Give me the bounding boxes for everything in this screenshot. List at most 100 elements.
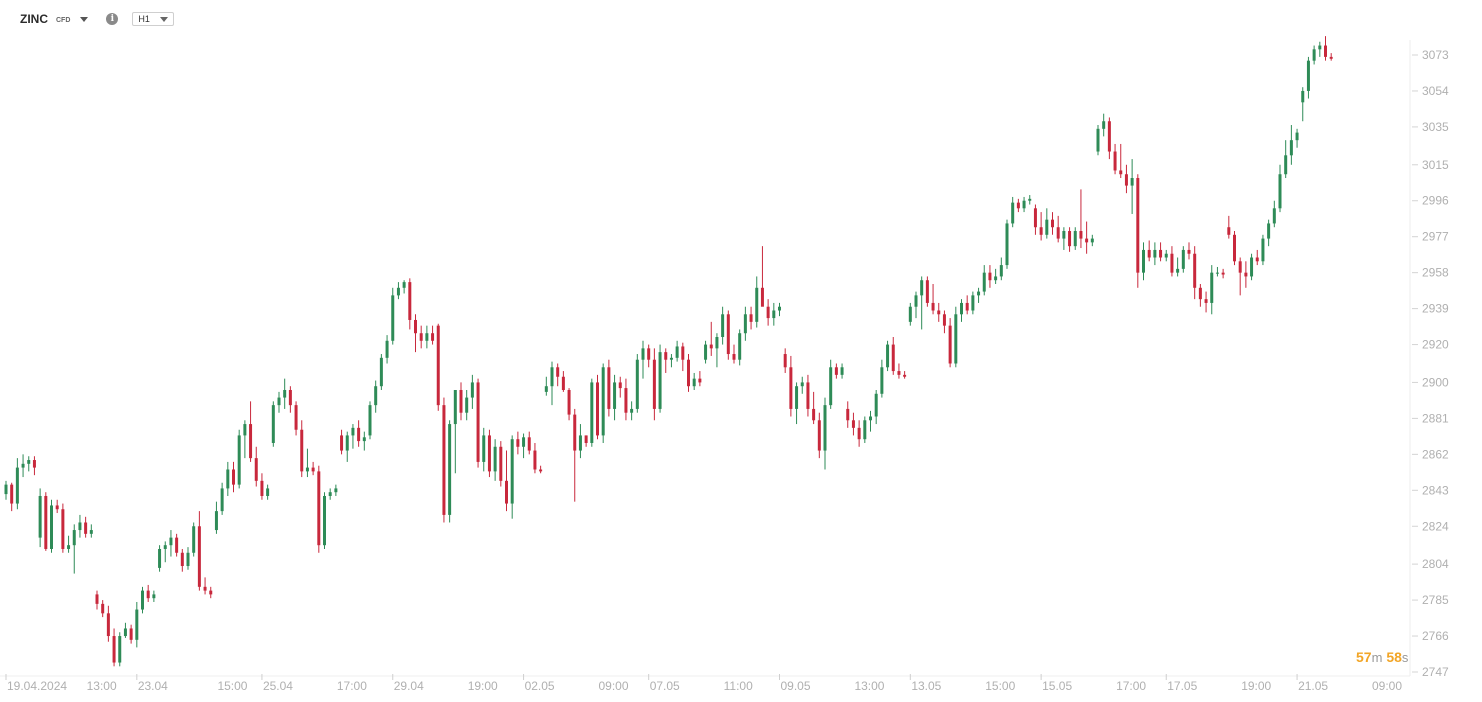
- candle-body: [385, 340, 389, 358]
- candle-body: [834, 367, 838, 375]
- candle-body: [1085, 238, 1089, 243]
- candle-body: [886, 344, 890, 368]
- candle-body: [288, 389, 292, 406]
- candle-body: [749, 314, 753, 322]
- candle-body: [254, 458, 258, 481]
- candle-body: [960, 302, 963, 315]
- x-tick-label: 15.05: [1042, 679, 1072, 693]
- x-tick-label: 21.05: [1298, 679, 1328, 693]
- candle-body: [578, 435, 582, 451]
- candle-body: [1028, 198, 1032, 201]
- candle-body: [1113, 151, 1117, 171]
- candle-body: [1011, 202, 1015, 224]
- candle-body: [624, 388, 628, 413]
- candle-body: [72, 530, 76, 546]
- candle-body: [237, 435, 241, 485]
- y-tick-label: 2977: [1422, 230, 1449, 244]
- candle-body: [675, 346, 679, 358]
- candle-body: [533, 450, 537, 470]
- y-tick-label: 2785: [1422, 593, 1449, 607]
- candle-body: [106, 613, 110, 637]
- candle-body: [567, 389, 571, 415]
- candle-body: [880, 367, 884, 394]
- candle-body: [175, 537, 179, 553]
- candle-body: [840, 367, 844, 375]
- candle-body: [846, 408, 850, 421]
- candle-body: [84, 522, 88, 534]
- candle-body: [146, 590, 150, 599]
- candle-body: [465, 397, 469, 413]
- candle-body: [1221, 272, 1225, 275]
- candle-body: [1301, 90, 1305, 103]
- candle-body: [197, 526, 201, 587]
- candle-body: [300, 429, 304, 472]
- candle-body: [857, 427, 861, 440]
- candle-body: [1238, 261, 1242, 273]
- candle-body: [21, 463, 25, 468]
- candle-body: [425, 333, 429, 341]
- y-tick-label: 2958: [1422, 266, 1449, 280]
- candle-body: [1090, 238, 1094, 243]
- x-tick-label: 09:00: [599, 679, 629, 693]
- candle-body: [630, 408, 634, 413]
- candle-body: [641, 348, 645, 360]
- symbol-name[interactable]: ZINC: [20, 12, 48, 26]
- candle-body: [869, 416, 872, 421]
- candle-body: [243, 424, 247, 436]
- candle-body: [44, 495, 48, 549]
- candle-body: [715, 337, 719, 349]
- candle-body: [658, 352, 662, 409]
- countdown-seconds: 58: [1386, 649, 1402, 665]
- candle-body: [152, 594, 156, 599]
- candle-body: [1215, 272, 1219, 274]
- candle-body: [1210, 272, 1214, 303]
- candle-body: [317, 471, 321, 546]
- x-tick-label: 07.05: [650, 679, 680, 693]
- symbol-dropdown-caret-icon[interactable]: [80, 16, 89, 22]
- candle-body: [1244, 272, 1248, 277]
- y-tick-label: 2939: [1422, 302, 1449, 316]
- candle-body: [1164, 253, 1168, 258]
- candle-body: [925, 280, 929, 303]
- candle-body: [1062, 231, 1066, 239]
- candle-body: [505, 480, 508, 504]
- y-tick-label: 2766: [1422, 629, 1449, 643]
- candle-body: [334, 488, 338, 493]
- candle-body: [669, 357, 673, 360]
- candle-body: [431, 333, 435, 341]
- candle-body: [158, 548, 162, 568]
- candle-body: [584, 435, 588, 443]
- candle-body: [1124, 174, 1128, 186]
- chart-toolbar: ZINC CFD i H1: [20, 10, 175, 28]
- candle-body: [1153, 249, 1157, 258]
- info-icon[interactable]: i: [106, 13, 119, 25]
- candle-body: [1051, 219, 1054, 228]
- candle-body: [1198, 287, 1202, 300]
- candle-body: [1107, 121, 1111, 152]
- y-tick-label: 2843: [1422, 483, 1449, 497]
- candle-body: [851, 420, 855, 428]
- candle-body: [1016, 202, 1020, 209]
- candle-body: [1187, 249, 1191, 254]
- candle-body: [1102, 121, 1106, 129]
- timeframe-select[interactable]: H1: [132, 12, 175, 26]
- candle-body: [27, 460, 31, 464]
- candle-body: [977, 291, 981, 296]
- candle-body: [1295, 132, 1299, 141]
- candle-body: [692, 378, 696, 387]
- candle-body: [988, 272, 992, 281]
- candle-body: [1022, 200, 1026, 209]
- candle-body: [1289, 140, 1293, 156]
- candle-body: [760, 287, 764, 307]
- candle-body: [573, 414, 577, 451]
- candle-body: [789, 367, 793, 409]
- candle-body: [556, 367, 560, 377]
- candle-body: [954, 314, 958, 364]
- candle-body: [698, 378, 702, 383]
- x-tick-label: 17.05: [1167, 679, 1197, 693]
- y-tick-label: 2804: [1422, 557, 1449, 571]
- candle-body: [942, 314, 946, 326]
- candle-body: [829, 367, 833, 406]
- candle-body: [419, 333, 423, 341]
